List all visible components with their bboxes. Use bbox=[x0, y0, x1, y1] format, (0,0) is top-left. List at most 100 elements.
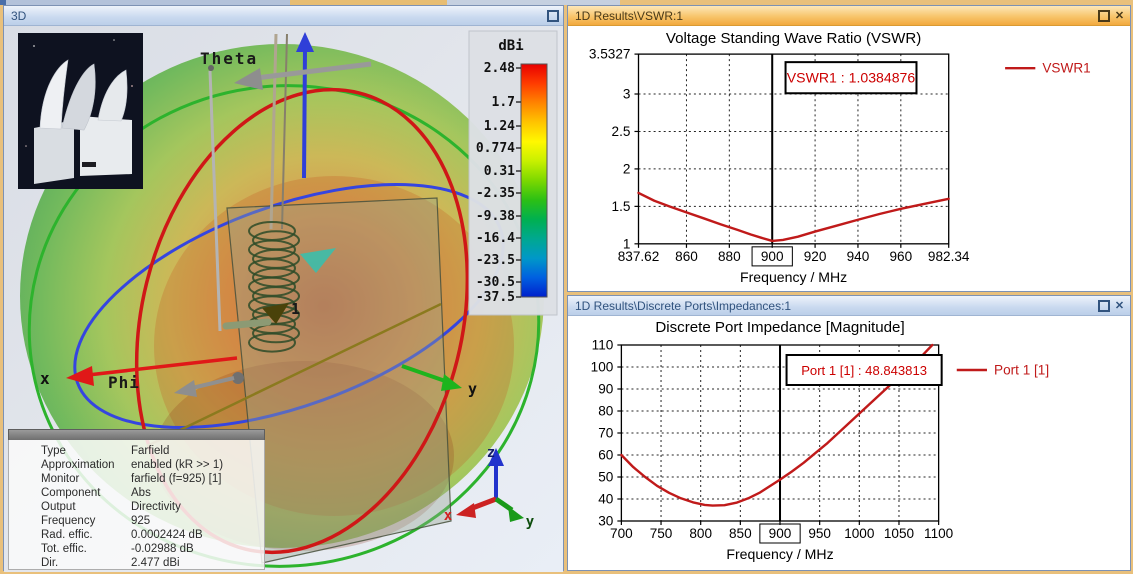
info-value: -0.02988 dB bbox=[131, 543, 194, 555]
info-label: Dir. bbox=[41, 557, 59, 569]
info-value: enabled (kR >> 1) bbox=[131, 459, 224, 471]
info-value: 0.0002424 dB bbox=[131, 529, 203, 541]
y-tick-label: 1.5 bbox=[612, 199, 631, 214]
maximize-button[interactable] bbox=[546, 9, 559, 22]
colorbar-tick-label: 2.48 bbox=[484, 61, 515, 76]
top-strip-b bbox=[447, 0, 620, 5]
radiation-pattern-canvas[interactable]: 1 Theta x bbox=[4, 26, 563, 572]
info-label: Output bbox=[41, 501, 76, 513]
x-axis-title: Frequency / MHz bbox=[726, 546, 833, 562]
orientation-triad: z x y bbox=[444, 445, 535, 530]
annotation-box[interactable] bbox=[785, 354, 943, 386]
x-tick-label: 837.62 bbox=[618, 249, 660, 264]
y-tick-label: 100 bbox=[591, 360, 614, 375]
impedance-chart[interactable]: Discrete Port Impedance [Magnitude] 700 75… bbox=[568, 316, 1130, 570]
x-tick-label: 900 bbox=[769, 526, 792, 541]
info-value: Directivity bbox=[131, 501, 181, 513]
annotation-text: Port 1 [1] : 48.843813 bbox=[801, 363, 927, 378]
colorbar-tick-label: -30.5 bbox=[476, 275, 515, 290]
x-tick-label: 950 bbox=[808, 526, 831, 541]
panel-vswr-title: 1D Results\VSWR:1 bbox=[575, 8, 684, 23]
colorbar-tick-label: -9.38 bbox=[476, 209, 515, 224]
info-row: Monitor farfield (f=925) [1] bbox=[9, 472, 264, 486]
info-label: Tot. effic. bbox=[41, 543, 87, 555]
x-tick-label: 860 bbox=[675, 249, 698, 264]
top-strip-tab bbox=[290, 0, 447, 5]
x-tick-label: 880 bbox=[718, 249, 741, 264]
y-tick-label: 50 bbox=[598, 470, 613, 485]
y-tick-label: 3 bbox=[623, 87, 631, 102]
y-tick-label: 1 bbox=[623, 236, 631, 251]
close-button[interactable]: ✕ bbox=[1113, 299, 1126, 312]
series-curve bbox=[620, 343, 934, 507]
chart-title: Discrete Port Impedance [Magnitude] bbox=[655, 319, 904, 336]
y-tick-label: 110 bbox=[592, 338, 614, 353]
info-label: Rad. effic. bbox=[41, 529, 93, 541]
info-value: farfield (f=925) [1] bbox=[131, 473, 222, 485]
y-tick-label: 2 bbox=[623, 161, 631, 176]
colorbar-tick-label: -2.35 bbox=[476, 186, 515, 201]
y-axis-arrow: y bbox=[401, 364, 477, 398]
port-arrow bbox=[262, 303, 289, 324]
x-tick-label: 750 bbox=[650, 526, 673, 541]
info-value: Abs bbox=[131, 487, 151, 499]
y-tick-label: 2.5 bbox=[612, 124, 631, 139]
triad-z-label: z bbox=[487, 445, 495, 461]
series-curve bbox=[637, 191, 950, 243]
info-label: Approximation bbox=[41, 459, 115, 471]
info-row: Rad. effic. 0.0002424 dB bbox=[9, 528, 264, 542]
info-box-header[interactable] bbox=[8, 429, 265, 440]
info-row: Component Abs bbox=[9, 486, 264, 500]
panel-3d-titlebar[interactable]: 3D bbox=[4, 6, 563, 26]
info-row: Frequency 925 bbox=[9, 514, 264, 528]
vswr-chart-area: Voltage Standing Wave Ratio (VSWR) 837.62… bbox=[568, 26, 1130, 291]
info-label: Component bbox=[41, 487, 101, 499]
panel-impedance: 1D Results\Discrete Ports\Impedances:1 ✕… bbox=[567, 295, 1131, 571]
colorbar-tick-label: 0.31 bbox=[484, 164, 515, 179]
port-label: 1 bbox=[291, 300, 300, 318]
x-axis-label: x bbox=[40, 369, 50, 388]
x-tick-label: 1000 bbox=[844, 526, 874, 541]
maximize-icon bbox=[546, 9, 559, 22]
colorbar: dBi 2.48 1.7 1.24 0.774 0.31 -2.35 -9.38 -16.4 -… bbox=[468, 30, 558, 316]
y-tick-label: 60 bbox=[598, 448, 613, 463]
info-label: Type bbox=[41, 445, 66, 457]
maximize-button[interactable] bbox=[1097, 9, 1110, 22]
chart-title: Voltage Standing Wave Ratio (VSWR) bbox=[666, 30, 921, 47]
boxed-tick-marker[interactable] bbox=[751, 246, 793, 267]
y-tick-label: 70 bbox=[598, 426, 613, 441]
plot-frame bbox=[637, 53, 950, 245]
info-row: Approximation enabled (kR >> 1) bbox=[9, 458, 264, 472]
x-tick-label: 982.34 bbox=[928, 249, 970, 264]
x-tick-label: 1100 bbox=[924, 526, 953, 541]
y-tick-label: 3.5327 bbox=[589, 47, 631, 62]
x-tick-label: 940 bbox=[847, 249, 870, 264]
theta-label: Theta bbox=[200, 49, 258, 68]
maximize-button[interactable] bbox=[1097, 299, 1110, 312]
panel-3d-title: 3D bbox=[11, 8, 27, 23]
info-table: Type Farfield Approximation enabled (kR >> … bbox=[8, 440, 265, 570]
phi-arrow: Phi bbox=[108, 372, 244, 397]
colorbar-tick-label: -16.4 bbox=[476, 231, 515, 246]
maximize-icon bbox=[1097, 299, 1110, 312]
y-tick-label: 30 bbox=[598, 514, 613, 529]
x-tick-label: 850 bbox=[729, 526, 752, 541]
colorbar-tick-label: 0.774 bbox=[476, 141, 515, 156]
panel-vswr-titlebar[interactable]: 1D Results\VSWR:1 ✕ bbox=[568, 6, 1130, 26]
annotation-box[interactable] bbox=[784, 61, 918, 95]
close-button[interactable]: ✕ bbox=[1113, 9, 1126, 22]
olive-axis bbox=[146, 302, 442, 448]
info-label: Monitor bbox=[41, 473, 80, 485]
close-icon: ✕ bbox=[1114, 300, 1125, 312]
info-value: 925 bbox=[131, 515, 151, 527]
3d-viewport[interactable]: 1 Theta x bbox=[4, 26, 563, 572]
y-tick-label: 40 bbox=[598, 492, 613, 507]
x-tick-label: 800 bbox=[689, 526, 712, 541]
vswr-chart[interactable]: Voltage Standing Wave Ratio (VSWR) 837.62… bbox=[568, 26, 1130, 291]
y-axis-label: y bbox=[468, 380, 477, 398]
maximize-icon bbox=[1097, 9, 1110, 22]
panel-impedance-titlebar[interactable]: 1D Results\Discrete Ports\Impedances:1 ✕ bbox=[568, 296, 1130, 316]
boxed-tick-marker[interactable] bbox=[759, 523, 801, 544]
x-tick-label: 920 bbox=[804, 249, 827, 264]
